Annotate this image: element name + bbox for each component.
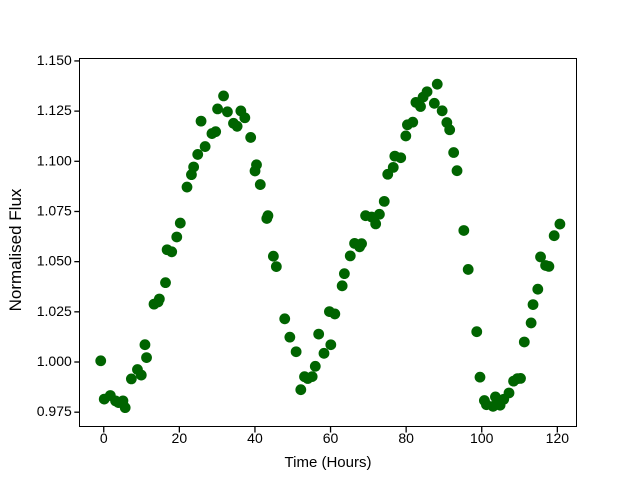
svg-text:40: 40 — [247, 430, 263, 446]
svg-text:20: 20 — [172, 430, 188, 446]
svg-text:60: 60 — [323, 430, 339, 446]
svg-text:1.125: 1.125 — [37, 102, 72, 118]
svg-text:1.000: 1.000 — [37, 353, 72, 369]
svg-text:80: 80 — [398, 430, 414, 446]
svg-text:1.050: 1.050 — [37, 253, 72, 269]
svg-text:1.025: 1.025 — [37, 303, 72, 319]
svg-text:1.150: 1.150 — [37, 52, 72, 68]
svg-text:120: 120 — [546, 430, 570, 446]
svg-text:0: 0 — [100, 430, 108, 446]
svg-text:100: 100 — [470, 430, 494, 446]
svg-text:1.100: 1.100 — [37, 152, 72, 168]
svg-text:0.975: 0.975 — [37, 403, 72, 419]
svg-text:Normalised Flux: Normalised Flux — [6, 188, 25, 311]
svg-text:Time (Hours): Time (Hours) — [285, 454, 372, 471]
svg-text:1.075: 1.075 — [37, 202, 72, 218]
